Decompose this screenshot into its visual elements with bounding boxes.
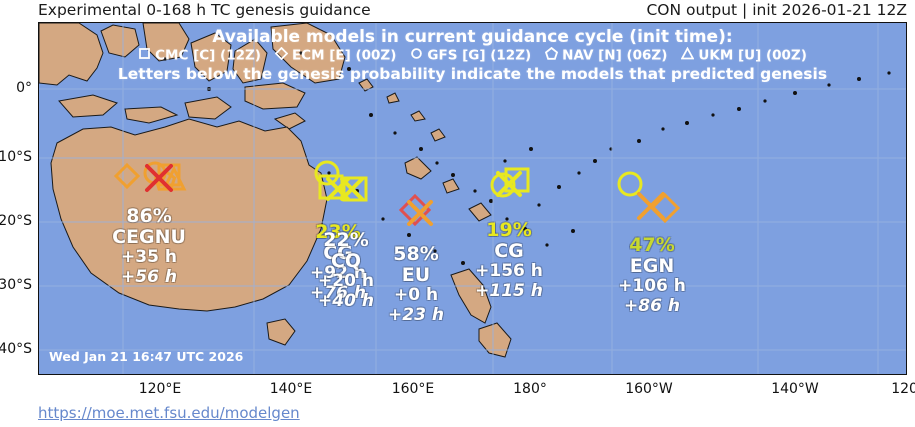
- longitude-tick-label: 140°E: [269, 381, 313, 397]
- x-marker-icon: [496, 171, 522, 197]
- genesis-markers-cluster-cq: [340, 176, 368, 202]
- map-canvas[interactable]: Available models in current guidance cyc…: [38, 22, 907, 375]
- longitude-tick-label: 160°E: [391, 381, 435, 397]
- square-marker-icon: [342, 176, 368, 202]
- latitude-tick-label: 0°: [16, 80, 32, 96]
- longitude-tick-label: 120°W: [891, 381, 915, 397]
- x-marker-icon: [145, 164, 173, 192]
- longitude-tick-label: 160°W: [625, 381, 673, 397]
- latitude-tick-label: 20°S: [0, 213, 32, 229]
- landmass-group: [39, 23, 512, 358]
- latitude-tick-label: 40°S: [0, 341, 32, 357]
- x-marker-icon: [637, 192, 665, 220]
- diamond-marker-icon: [113, 162, 141, 190]
- circle-marker-icon: [617, 171, 643, 197]
- genesis-markers-cluster-egn: [617, 171, 681, 224]
- grid-lines: [39, 23, 906, 374]
- circle-marker-icon: [314, 160, 340, 186]
- latitude-tick-label: 10°S: [0, 149, 32, 165]
- map-graphics: [39, 23, 906, 374]
- longitude-tick-label: 120°E: [138, 381, 182, 397]
- diamond-marker-icon: [398, 193, 432, 227]
- genesis-marker-layer: [113, 160, 681, 227]
- longitude-tick-label: 140°W: [771, 381, 819, 397]
- x-marker-icon: [407, 200, 433, 226]
- latitude-tick-label: 30°S: [0, 277, 32, 293]
- source-link[interactable]: https://moe.met.fsu.edu/modelgen: [38, 404, 300, 422]
- triangle-marker-icon: [161, 165, 187, 191]
- x-marker-icon: [340, 177, 364, 201]
- circle-marker-icon: [490, 172, 516, 198]
- map-timestamp: Wed Jan 21 16:47 UTC 2026: [49, 349, 244, 364]
- genesis-markers-cluster-cg: [490, 167, 530, 198]
- page-title-right: CON output | init 2026-01-21 12Z: [646, 1, 907, 19]
- island-specks: [163, 51, 891, 265]
- longitude-tick-label: 180°: [513, 381, 547, 397]
- genesis-markers-cluster-cegnu: [113, 161, 187, 192]
- page-title-left: Experimental 0-168 h TC genesis guidance: [38, 1, 371, 19]
- genesis-markers-cluster-eu: [398, 193, 433, 227]
- square-marker-icon: [504, 167, 530, 193]
- diamond-marker-icon: [649, 192, 681, 224]
